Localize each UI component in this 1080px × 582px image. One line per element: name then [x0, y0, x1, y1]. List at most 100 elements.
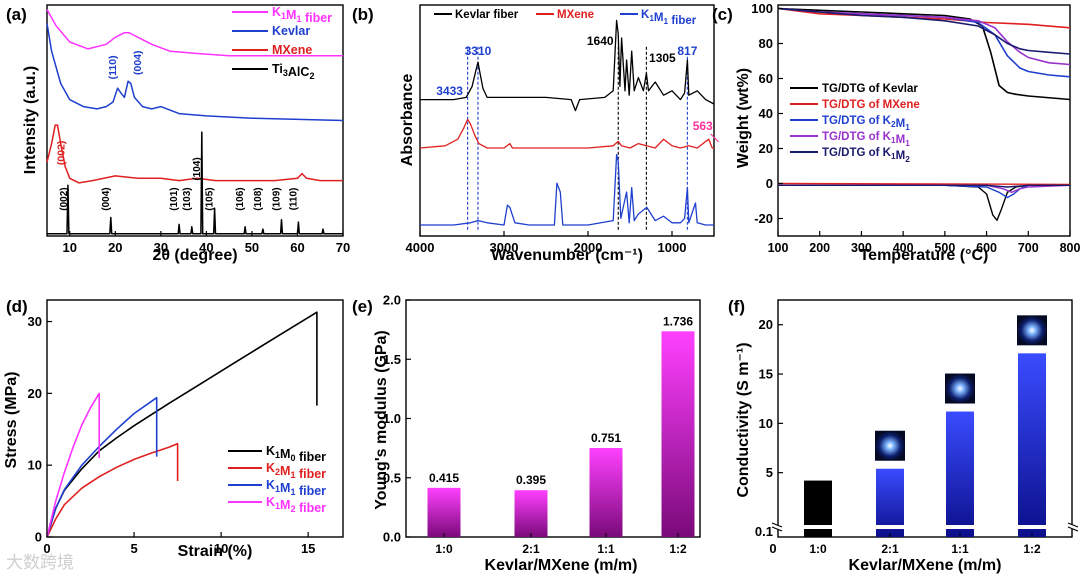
panel-b-x-ticklabel-1000: 1000	[658, 240, 687, 255]
panel-e-value-label-2: 0.751	[591, 431, 621, 445]
panel-f-xlabel: Kevlar/MXene (m/m)	[849, 557, 1002, 574]
panel-f-ytick-low: 0.1	[755, 524, 773, 539]
panel-e-xticklabel-2: 1:1	[597, 542, 615, 556]
panel-e-bar-1	[514, 490, 548, 537]
panel-c-y-ticklabel-40: 40	[759, 106, 773, 121]
panel-f-glow-image-3	[1017, 315, 1047, 346]
panel-c-x-ticklabel-500: 500	[934, 241, 955, 255]
panel-d-x-ticklabel-10: 10	[214, 541, 228, 556]
panel-a-x-ticklabel-20: 20	[108, 240, 122, 255]
panel-a-mxene-peak-002: (002)	[55, 141, 67, 166]
panel-d-ylabel: Stress (MPa)	[3, 372, 20, 469]
panel-f-glow-image-1	[875, 430, 905, 461]
panel-c-dtg-0	[778, 184, 1070, 222]
panel-f-xtick-zero: 0	[769, 541, 776, 556]
panel-b-frame	[419, 4, 715, 237]
panel-c-x-ticklabel-300: 300	[851, 241, 872, 255]
panel-b-marker-label-1305: 1305	[649, 51, 676, 65]
panel-a-ylabel: Intensity (a.u.)	[22, 66, 39, 174]
panel-f-y-ticklabel-5: 5	[766, 465, 773, 480]
panel-a-peak-label-8: (109)	[272, 187, 283, 210]
panel-c-x-ticklabel-600: 600	[976, 241, 997, 255]
panel-e-value-label-1: 0.395	[516, 473, 546, 487]
panel-a-x-ticklabel-50: 50	[245, 240, 259, 255]
panel-a-series-1	[46, 23, 344, 122]
panel-b-x-ticklabel-3000: 3000	[490, 240, 519, 255]
panel-f-xticklabel-0: 1:0	[809, 542, 827, 556]
panel-d-series-2	[46, 396, 158, 538]
panel-e-bar-2	[589, 448, 623, 537]
panel-c-x-ticklabel-200: 200	[809, 241, 830, 255]
panel-b-ylabel: Absorbance	[399, 74, 416, 167]
panel-f-xticklabel-1: 2:1	[881, 542, 899, 556]
panel-e-bar-0	[427, 487, 461, 537]
panel-f-ylabel: Conductivity (S m⁻¹)	[735, 342, 752, 497]
panel-e-bar-3	[661, 331, 695, 537]
panel-c-y-ticklabel-80: 80	[759, 36, 773, 51]
panel-e-xticklabel-1: 2:1	[522, 542, 540, 556]
panel-a-peak-label-6: (106)	[235, 187, 246, 210]
panel-a-peak-label-9: (110)	[288, 188, 299, 211]
panel-c-legend-label-1: TG/DTG of MXene	[822, 99, 920, 111]
panel-d-legend-label-1: K2M1 fiber	[266, 461, 326, 481]
panel-a-legend-label-1: Kevlar	[272, 24, 310, 38]
panel-a-kevlar-peak-004: (004)	[132, 50, 144, 75]
panel-a-legend-label-0: K1M1 fiber	[272, 5, 332, 25]
panel-c-x-ticklabel-100: 100	[768, 241, 789, 255]
panel-a-kevlar-peak-110: (110)	[107, 55, 119, 79]
panel-b-legend-label-1: MXene	[557, 9, 594, 21]
panel-b-marker-label-3310: 3310	[465, 44, 492, 58]
panel-a-series-3	[47, 131, 343, 235]
panel-f-y-ticklabel-20: 20	[759, 317, 773, 332]
panel-f-axis-break	[774, 525, 1076, 529]
panel-c-x-ticklabel-700: 700	[1018, 241, 1039, 255]
panel-d-xlabel: Strain (%)	[178, 543, 253, 560]
panel-f-frame	[777, 299, 1073, 538]
panel-a-x-ticklabel-10: 10	[63, 240, 77, 255]
panel-c-y-ticklabel-100: 100	[751, 1, 773, 16]
panel-c-y-ticklabel-0: 0	[766, 176, 773, 191]
panel-a-x-ticklabel-60: 60	[290, 240, 304, 255]
panel-a-peak-label-1: (004)	[101, 187, 112, 210]
panel-b-series-0	[420, 19, 715, 112]
panel-a-peak-label-4: (104)	[192, 157, 203, 180]
panel-d-frame	[46, 299, 344, 538]
panel-f-bar-2	[946, 411, 974, 537]
panel-label-b: (b)	[352, 5, 374, 24]
panel-f-xticklabel-2: 1:1	[951, 542, 969, 556]
panel-a-peak-label-7: (108)	[253, 187, 264, 210]
panel-a-series-2	[46, 124, 343, 184]
panel-c-tg-4	[777, 7, 1071, 55]
panel-b-xlabel: Wavenumber (cm⁻¹)	[491, 247, 643, 264]
panel-c-dtg-4	[778, 184, 1070, 188]
panel-f-xticklabel-3: 1:2	[1023, 542, 1041, 556]
panel-a-legend-label-3: Ti3AlC2	[272, 62, 314, 81]
panel-c-tg-1	[777, 7, 1071, 29]
panel-e-xticklabel-3: 1:2	[669, 542, 687, 556]
panel-c-x-ticklabel-800: 800	[1060, 241, 1080, 255]
panel-d-x-ticklabel-5: 5	[130, 541, 137, 556]
panel-label-f: (f)	[728, 297, 745, 316]
panel-b-x-ticklabel-4000: 4000	[406, 240, 435, 255]
panel-d-legend-label-2: K1M1 fiber	[266, 478, 326, 498]
panel-f-break-mark-r1	[1067, 522, 1079, 528]
panel-d-y-ticklabel-0: 0	[35, 530, 42, 545]
panel-d-y-ticklabel-20: 20	[28, 386, 42, 401]
panel-b-x-ticklabel-2000: 2000	[574, 240, 603, 255]
panel-c-legend-label-0: TG/DTG of Kevlar	[822, 83, 918, 95]
panel-a-x-ticklabel-40: 40	[199, 240, 213, 255]
panel-a-x-ticklabel-70: 70	[336, 240, 350, 255]
panel-a-peak-label-2: (101)	[169, 187, 180, 210]
panel-a-xlabel: 2θ (degree)	[152, 247, 237, 264]
panel-d-series-1	[46, 442, 179, 538]
panel-c-y-ticklabel--20: -20	[754, 211, 773, 226]
panel-a-peak-label-3: (103)	[182, 187, 193, 210]
panel-e-value-label-0: 0.415	[429, 471, 459, 485]
panel-c-tg-3	[777, 7, 1071, 66]
panel-b-563-arrow	[710, 133, 720, 143]
panel-c-y-ticklabel-20: 20	[759, 141, 773, 156]
panel-c-legend-label-2: TG/DTG of K2M1	[822, 115, 910, 132]
panel-b-series-2	[420, 153, 714, 226]
panel-d-series-3	[46, 392, 100, 538]
panel-e-xticklabel-0: 1:0	[435, 542, 453, 556]
